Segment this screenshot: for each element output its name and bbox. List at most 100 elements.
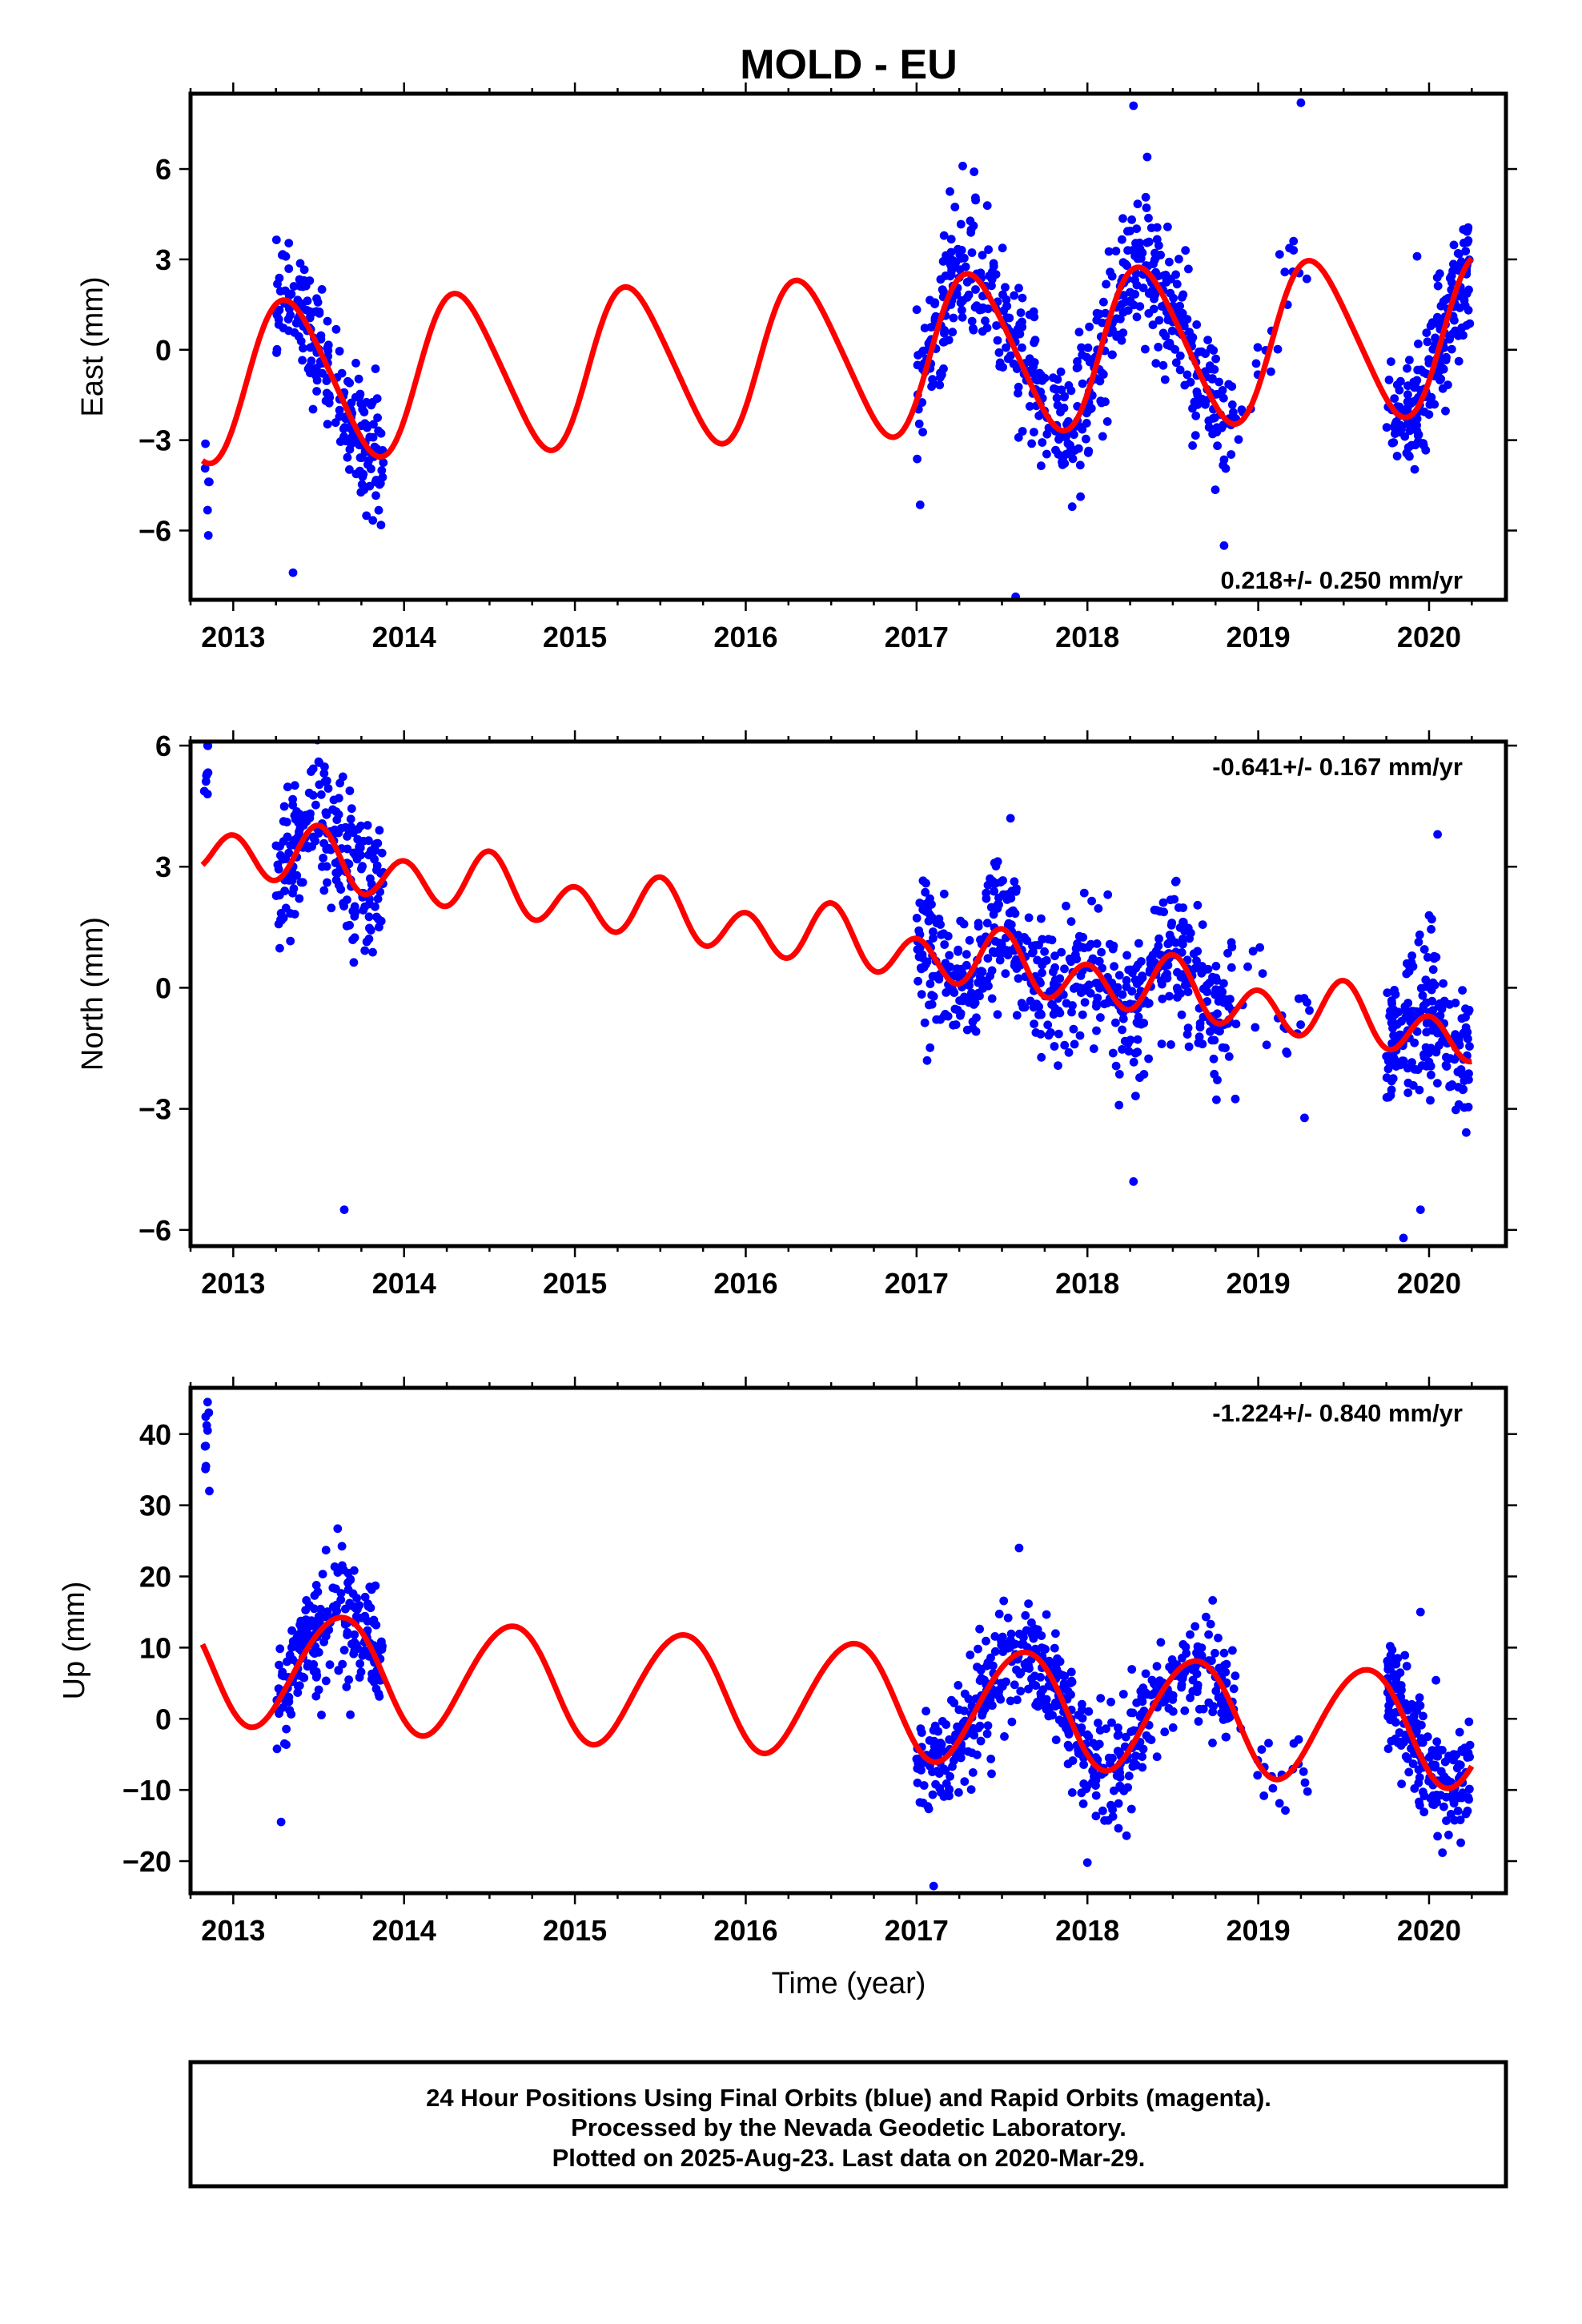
up-data-point bbox=[1094, 1719, 1102, 1727]
up-data-point bbox=[1077, 1788, 1086, 1798]
up-data-point bbox=[288, 1637, 298, 1646]
north-data-point bbox=[1445, 1081, 1455, 1091]
east-data-point bbox=[1192, 320, 1202, 329]
up-data-point bbox=[1444, 1830, 1453, 1839]
north-data-point bbox=[984, 981, 993, 991]
up-data-point bbox=[1078, 1799, 1088, 1808]
east-data-point bbox=[1382, 423, 1391, 432]
north-data-point bbox=[1129, 1057, 1138, 1067]
east-data-point bbox=[1082, 419, 1091, 428]
up-data-point bbox=[351, 1612, 361, 1621]
east-data-point bbox=[1037, 461, 1046, 471]
north-data-point bbox=[1176, 989, 1185, 998]
east-data-point bbox=[1132, 280, 1142, 290]
up-data-point bbox=[929, 1881, 938, 1891]
north-data-point bbox=[376, 916, 386, 926]
up-data-point bbox=[1074, 1711, 1083, 1720]
north-data-point bbox=[1036, 1009, 1046, 1019]
east-data-point bbox=[1070, 430, 1078, 440]
north-data-point bbox=[1022, 936, 1032, 945]
east-data-point bbox=[1132, 312, 1142, 322]
east-data-point bbox=[1042, 429, 1052, 439]
north-data-point bbox=[295, 828, 303, 837]
east-data-point bbox=[956, 219, 966, 229]
east-data-point bbox=[1098, 432, 1107, 441]
up-data-point bbox=[954, 1787, 963, 1797]
north-data-point bbox=[1419, 945, 1429, 954]
north-data-point bbox=[317, 862, 327, 871]
east-data-point bbox=[1423, 337, 1432, 347]
east-data-point bbox=[1122, 261, 1131, 271]
east-data-point bbox=[1117, 336, 1126, 345]
east-data-point bbox=[1464, 225, 1472, 235]
north-data-point bbox=[1191, 963, 1200, 973]
up-data-point bbox=[1417, 1734, 1426, 1743]
east-data-point bbox=[321, 396, 331, 405]
north-data-point bbox=[1064, 1047, 1074, 1057]
north-data-point bbox=[323, 784, 333, 793]
north-data-point bbox=[274, 919, 283, 929]
east-data-point bbox=[1030, 428, 1038, 436]
east-data-point bbox=[1123, 246, 1132, 255]
north-data-point bbox=[983, 954, 993, 963]
east-data-point bbox=[331, 324, 341, 334]
east-data-point bbox=[1178, 292, 1186, 302]
east-data-point bbox=[1141, 192, 1150, 202]
up-data-point bbox=[1022, 1626, 1031, 1635]
north-data-point bbox=[1165, 931, 1174, 939]
up-data-point bbox=[1433, 1831, 1442, 1841]
east-data-point bbox=[1009, 359, 1018, 368]
up-data-point bbox=[1007, 1717, 1017, 1727]
up-data-point bbox=[1102, 1724, 1110, 1734]
north-data-point bbox=[1224, 1052, 1234, 1061]
east-data-point bbox=[1003, 354, 1013, 364]
east-data-point bbox=[1050, 384, 1058, 393]
up-data-point bbox=[311, 1581, 321, 1590]
up-data-point bbox=[1088, 1778, 1097, 1787]
up-y-tick-label: 20 bbox=[139, 1561, 171, 1594]
east-data-point bbox=[958, 305, 966, 315]
east-y-tick-label: −3 bbox=[139, 424, 171, 457]
north-data-point bbox=[1227, 963, 1236, 972]
north-data-point bbox=[1012, 1011, 1022, 1020]
up-data-point bbox=[1275, 1799, 1284, 1808]
north-data-point bbox=[1414, 937, 1423, 947]
east-data-point bbox=[1074, 444, 1083, 453]
north-y-tick-label: 3 bbox=[155, 850, 171, 883]
up-data-point bbox=[1193, 1642, 1203, 1651]
north-data-point bbox=[1130, 975, 1140, 984]
up-data-point bbox=[1146, 1735, 1156, 1745]
east-data-point bbox=[322, 388, 331, 398]
up-data-point bbox=[1455, 1727, 1464, 1737]
east-data-point bbox=[1404, 451, 1413, 460]
east-data-point bbox=[993, 336, 1002, 345]
up-data-point bbox=[1031, 1681, 1041, 1691]
north-data-point bbox=[273, 860, 283, 870]
up-data-point bbox=[983, 1721, 993, 1731]
north-y-axis-label: North (mm) bbox=[76, 917, 110, 1071]
north-data-point bbox=[1159, 907, 1168, 917]
north-data-point bbox=[1464, 1069, 1473, 1078]
north-data-point bbox=[351, 907, 360, 917]
up-data-point bbox=[201, 1462, 211, 1471]
east-data-point bbox=[981, 316, 990, 326]
east-data-point bbox=[1396, 376, 1405, 386]
north-data-point bbox=[1211, 962, 1221, 971]
up-data-point bbox=[1098, 1806, 1107, 1815]
north-data-point bbox=[1428, 965, 1438, 975]
up-data-point bbox=[1436, 1767, 1446, 1776]
north-data-point bbox=[1390, 986, 1399, 995]
up-data-point bbox=[1402, 1662, 1411, 1671]
east-data-point bbox=[1002, 295, 1011, 304]
north-data-point bbox=[1300, 1113, 1309, 1123]
east-data-point bbox=[1414, 340, 1423, 348]
up-data-point bbox=[982, 1729, 992, 1739]
east-data-point bbox=[1403, 390, 1412, 400]
east-data-point bbox=[335, 405, 344, 415]
up-data-point bbox=[994, 1691, 1004, 1701]
up-data-point bbox=[1165, 1663, 1174, 1672]
east-data-point bbox=[293, 296, 303, 305]
north-data-point bbox=[1084, 980, 1094, 990]
up-data-point bbox=[1453, 1806, 1463, 1815]
east-data-point bbox=[1098, 368, 1107, 378]
